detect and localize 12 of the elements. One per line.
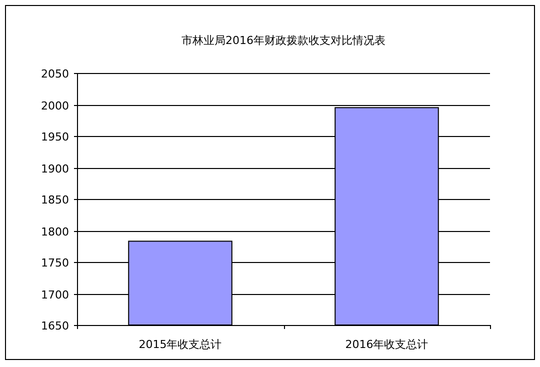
y-tick-label: 1800 [41, 226, 69, 238]
y-tick-label: 1900 [41, 162, 69, 176]
y-tick-label: 1700 [41, 288, 69, 302]
y-tick-label: 2050 [41, 68, 69, 80]
chart-title: 市林业局2016年财政拨款收支对比情况表 [182, 34, 386, 47]
y-tick-label: 1650 [41, 320, 69, 332]
y-tick-label: 1950 [41, 130, 69, 144]
y-tick-label: 2000 [41, 100, 69, 112]
y-tick-label: 1750 [41, 256, 69, 270]
x-tick-label: 2016年收支总计 [345, 338, 428, 351]
y-tick-label: 1850 [41, 194, 69, 206]
x-tick-label: 2015年收支总计 [138, 338, 222, 351]
